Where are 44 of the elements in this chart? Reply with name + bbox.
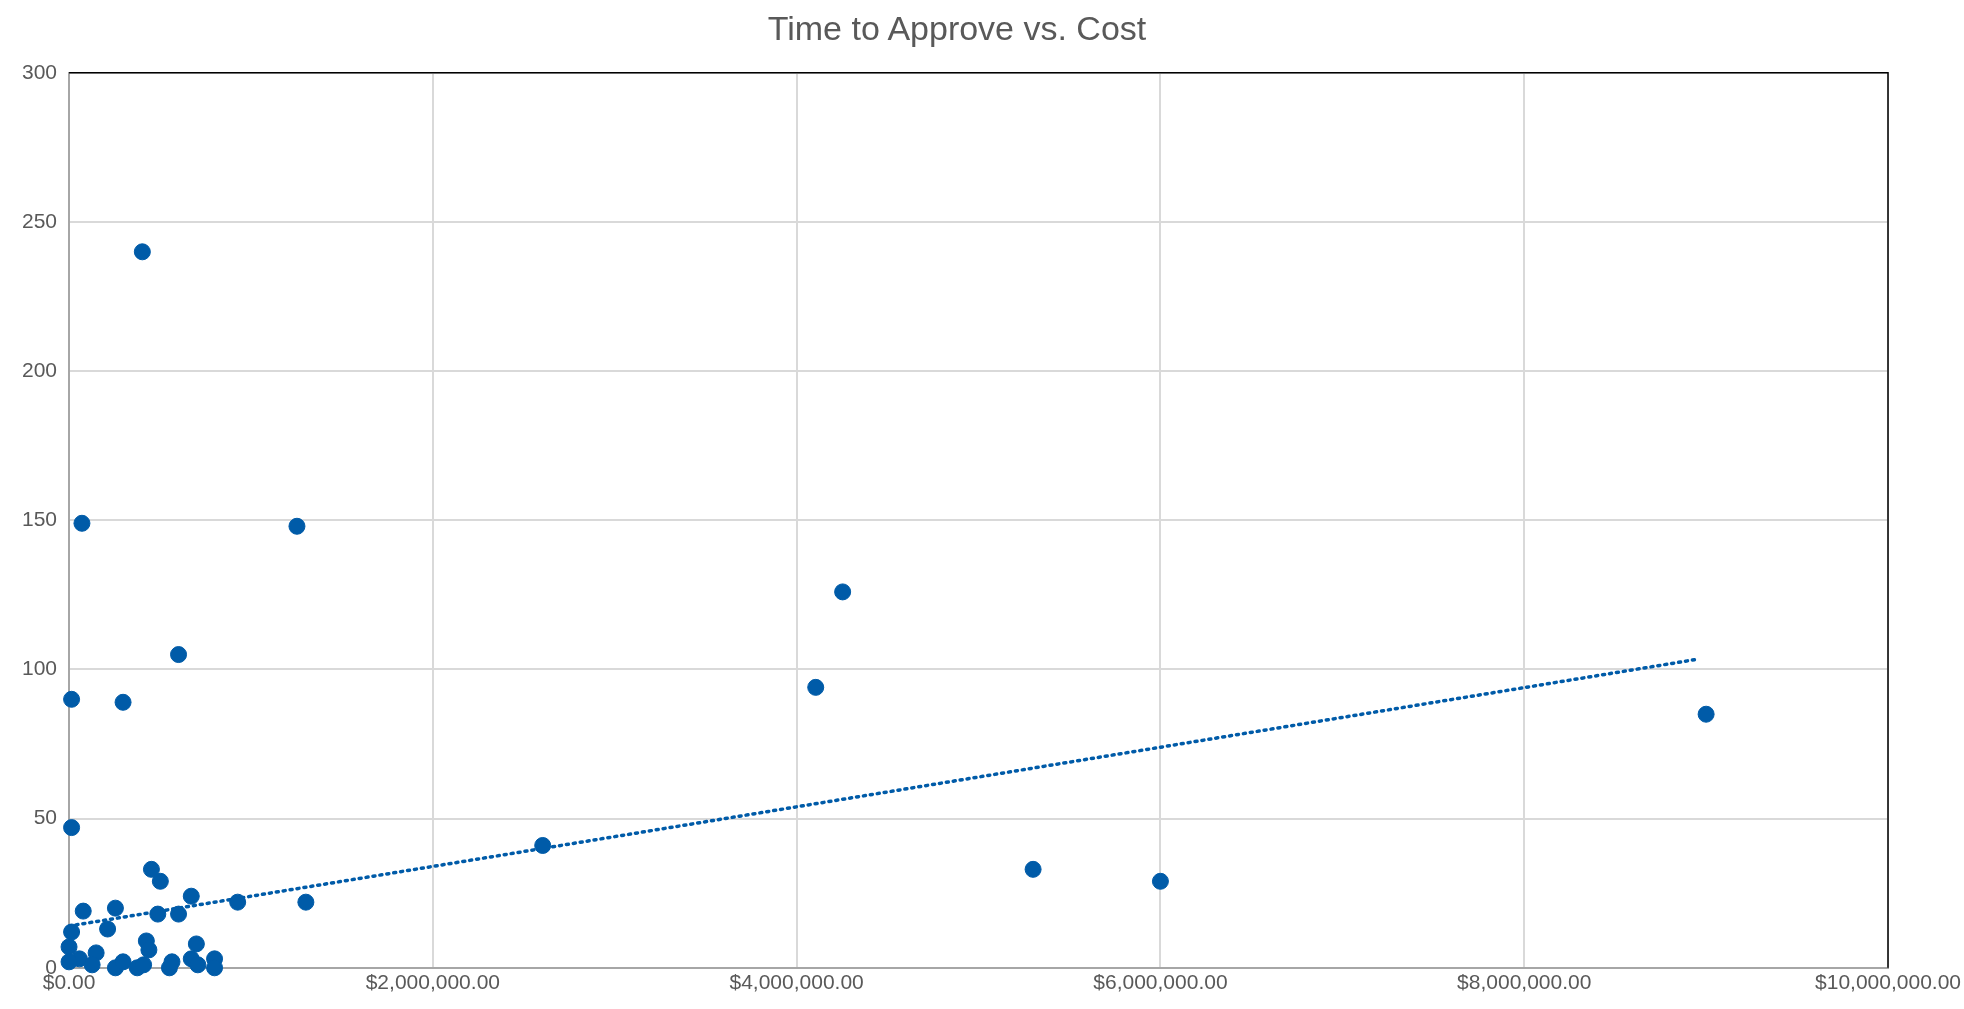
y-tick-label: 50 bbox=[33, 805, 58, 829]
y-tick-label: 150 bbox=[21, 507, 58, 531]
chart-title: Time to Approve vs. Cost bbox=[767, 8, 1147, 47]
y-tick-label: 200 bbox=[21, 357, 58, 381]
point bbox=[297, 893, 315, 911]
point bbox=[1151, 872, 1169, 890]
point bbox=[142, 860, 160, 878]
point bbox=[187, 935, 205, 953]
point bbox=[189, 956, 207, 974]
point bbox=[151, 872, 169, 890]
point bbox=[63, 690, 81, 708]
point bbox=[60, 938, 78, 956]
point bbox=[63, 819, 81, 837]
point bbox=[149, 905, 167, 923]
x-tick-label: $10,000,000.00 bbox=[1815, 970, 1961, 994]
point bbox=[288, 517, 306, 535]
point bbox=[63, 923, 81, 941]
x-tick-label: $2,000,000.00 bbox=[365, 970, 500, 994]
point bbox=[83, 956, 101, 974]
y-tick-label: 100 bbox=[21, 656, 58, 680]
point bbox=[74, 902, 92, 920]
x-tick-label: $4,000,000.00 bbox=[729, 970, 864, 994]
point bbox=[99, 920, 117, 938]
point bbox=[140, 941, 158, 959]
point bbox=[60, 953, 78, 971]
y-tick-label: 300 bbox=[21, 59, 58, 83]
point bbox=[170, 646, 188, 664]
x-tick-label: $6,000,000.00 bbox=[1093, 970, 1228, 994]
point bbox=[182, 887, 200, 905]
point bbox=[114, 693, 132, 711]
point bbox=[73, 514, 91, 532]
point bbox=[106, 899, 124, 917]
point bbox=[807, 678, 825, 696]
y-tick-label: 250 bbox=[21, 208, 58, 232]
point bbox=[534, 836, 552, 854]
point bbox=[1697, 705, 1715, 723]
point bbox=[229, 893, 247, 911]
point bbox=[170, 905, 188, 923]
point bbox=[1024, 860, 1042, 878]
point bbox=[834, 583, 852, 601]
point bbox=[133, 243, 151, 261]
x-tick-label: $8,000,000.00 bbox=[1457, 970, 1592, 994]
point bbox=[114, 953, 132, 971]
point bbox=[135, 956, 153, 974]
